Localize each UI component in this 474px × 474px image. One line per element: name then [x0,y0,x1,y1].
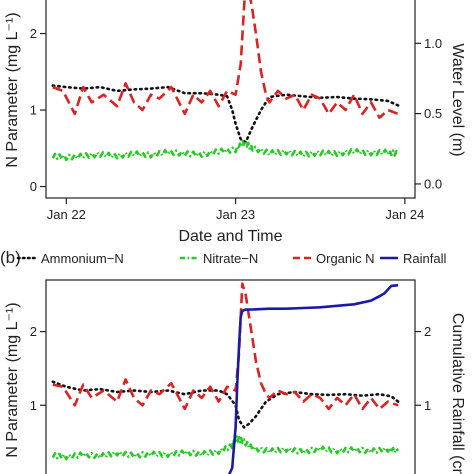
legend-label: Ammonium−N [41,251,124,266]
x-tick-label: Jan 22 [47,207,86,222]
plot-frame [45,279,416,474]
panel-label: (b) [0,248,21,267]
series-line-ammonium-n [51,380,400,429]
series-line-organic-n [52,0,399,119]
plot-frame [45,0,416,199]
panel-b: (b) Ammonium−N Nitrate−N Organic N Rainfall 1… [0,248,466,474]
y2-tick-label: 1.0 [424,36,442,51]
series-line-nitrate-n [51,139,400,162]
x-tick-label: Jan 23 [216,207,255,222]
panel-a: 0 1 2 0.0 0.5 1.0 Jan 22 Jan 23 Jan 24 N Paramete… [4,0,466,245]
series-group [51,0,400,162]
y2-axis-title: Water Level (m) [449,43,466,156]
legend-label: Nitrate−N [203,251,258,266]
legend-label: Organic N [316,251,375,266]
series-line-rainfall [227,283,399,474]
y2-tick-label: 1 [424,398,431,413]
y-tick-label: 2 [30,324,37,339]
y2-tick-label: 0.0 [424,176,442,191]
y-axis-title: N Parameter (mg L⁻¹) [4,12,21,167]
y-tick-label: 1 [30,398,37,413]
y2-axis-title: Cumulative Rainfall (cm) [449,313,466,474]
legend-label: Rainfall [403,251,446,266]
y-tick-label: 0 [30,179,37,194]
series-line-ammonium-n [51,84,400,144]
y2-tick-label: 0.5 [424,106,442,121]
y2-tick-label: 2 [424,324,431,339]
x-tick-label: Jan 24 [385,207,424,222]
x-axis-title: Date and Time [178,228,282,245]
y-tick-label: 2 [30,26,37,41]
series-group [51,282,400,474]
series-line-nitrate-n [51,435,400,461]
y-axis-title: N Parameter (mg L⁻¹) [4,302,21,457]
series-line-organic-n [52,282,399,411]
y-tick-label: 1 [30,103,37,118]
